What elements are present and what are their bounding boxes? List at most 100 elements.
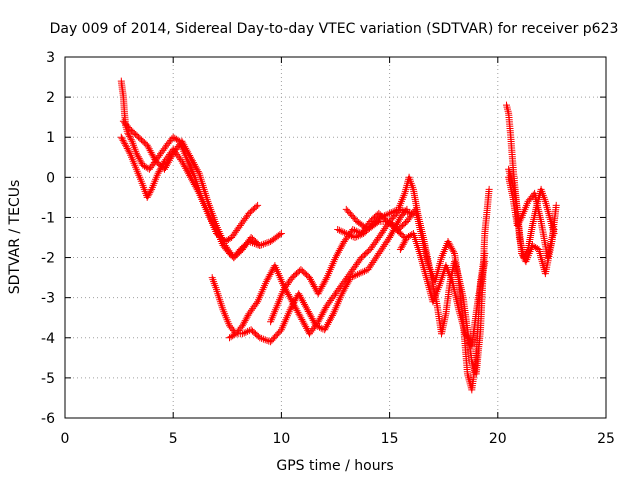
data-point-markers [213,286,226,312]
x-tick-label: 0 [61,431,70,447]
data-point-markers [438,312,449,338]
data-point-markers [412,205,426,239]
data-point-markers [364,219,381,233]
data-point-markers [522,244,536,266]
data-point-markers [139,161,152,172]
data-point-markers [355,266,370,278]
data-point-markers [267,231,284,245]
y-tick-label: 2 [46,90,55,106]
data-point-markers [377,210,392,221]
data-point-markers [396,235,410,253]
data-point-markers [349,255,364,274]
y-tick-label: -2 [41,251,55,267]
data-point-markers [418,234,432,268]
data-point-markers [195,169,211,203]
data-point-markers [323,291,338,310]
data-point-marker [552,201,560,209]
data-point-markers [119,117,133,132]
data-point-markers [329,292,345,318]
data-point-markers [375,235,392,257]
data-point-marker [256,242,264,250]
data-point-markers [332,279,347,298]
data-point-markers [178,157,194,180]
data-point-markers [178,137,194,159]
data-point-markers [204,197,220,227]
data-point-markers [429,284,443,306]
data-point-marker [485,185,493,193]
data-point-markers [169,133,182,144]
y-tick-label: -6 [41,411,55,427]
data-point-markers [386,206,400,217]
data-point-markers [124,129,135,144]
data-point-markers [431,256,445,286]
data-point-markers [455,306,469,336]
data-point-markers [518,199,531,221]
x-tick-label: 5 [169,431,178,447]
data-point-markers [468,356,480,394]
data-point-markers [219,306,233,328]
data-point-markers [161,151,176,173]
data-point-markers [468,296,482,350]
data-point-markers [505,109,515,139]
data-point-marker [550,225,558,233]
data-point-markers [451,250,462,283]
series-trace-9 [396,230,489,350]
data-point-markers [254,280,269,306]
data-point-markers [187,173,202,196]
data-point-markers [323,256,339,282]
data-point-markers [277,308,293,334]
data-point-markers [340,267,356,286]
data-point-markers [195,189,211,215]
data-point-markers [247,326,262,340]
data-point-markers [321,312,336,334]
data-point-markers [314,304,330,326]
data-point-markers [405,173,417,191]
axis-ticks: 0 5 10 15 20 25 -6 -5 -4 -3 -2 -1 0 1 2 3 [41,50,615,447]
data-point-markers [182,153,198,179]
y-tick-label: 1 [46,130,55,146]
data-point-markers [232,323,245,338]
data-point-markers [143,141,159,163]
data-point-markers [334,226,349,237]
data-point-markers [288,298,304,320]
x-axis-label: GPS time / hours [276,458,393,474]
data-point-markers [119,93,128,115]
data-point-markers [481,188,493,237]
data-point-markers [128,137,140,155]
grid-lines [65,57,606,418]
data-point-markers [117,77,127,99]
x-tick-label: 10 [272,431,290,447]
data-point-markers [154,143,169,161]
data-point-markers [273,288,287,310]
data-point-markers [187,153,202,175]
data-point-markers [306,320,321,338]
series-trace-3 [119,117,264,262]
data-point-markers [245,299,260,318]
y-tick-label: 3 [46,50,55,66]
series-trace-12 [505,173,558,262]
data-point-markers [394,219,409,233]
data-point-markers [507,133,517,167]
x-tick-label: 20 [489,431,507,447]
data-point-markers [236,211,252,229]
data-point-markers [122,141,133,156]
data-point-markers [295,290,310,312]
data-point-marker [481,258,489,266]
data-point-marker [481,250,489,258]
data-point-markers [228,223,243,241]
data-point-markers [267,304,280,326]
data-point-markers [208,274,220,292]
data-point-markers [358,247,373,262]
data-point-markers [351,230,366,241]
series-trace-5 [226,205,415,342]
data-point-markers [213,222,228,247]
data-point-markers [117,133,129,148]
data-point-markers [442,262,455,284]
data-point-markers [528,242,541,252]
data-point-markers [132,165,146,187]
x-tick-label: 25 [597,431,615,447]
data-point-marker [254,201,262,209]
y-tick-label: -3 [41,291,55,307]
data-point-marker [277,229,285,237]
